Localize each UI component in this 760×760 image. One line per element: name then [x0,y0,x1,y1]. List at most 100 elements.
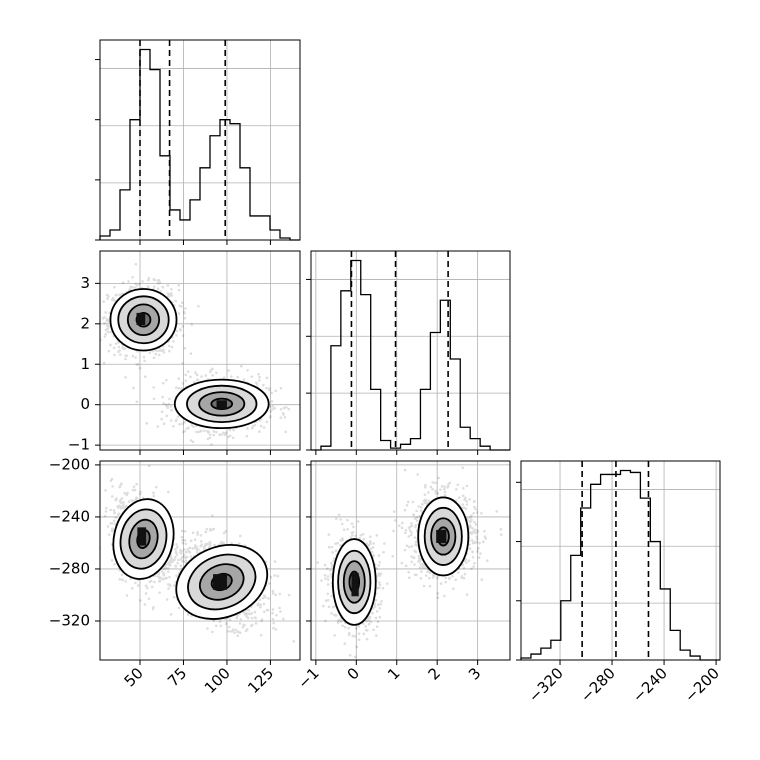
sample-point [154,349,158,352]
sample-point [186,613,190,616]
sample-point [147,597,151,600]
sample-point [157,353,161,357]
sample-point [364,625,367,628]
sample-point [281,412,285,415]
sample-point [374,598,378,602]
sample-point [259,633,263,637]
sample-point [160,349,164,353]
sample-point [365,542,368,545]
sample-point [326,578,330,581]
sample-point [200,375,203,378]
sample-point [222,541,225,545]
sample-point [123,505,127,509]
sample-point [368,617,372,620]
sample-point [169,555,173,559]
sample-point [124,580,128,583]
sample-point [174,555,177,559]
x-tick-label: 125 [244,664,277,697]
sample-point [239,364,243,368]
sample-point [114,516,118,519]
sample-point [121,281,125,285]
sample-point [167,344,171,348]
sample-point [259,603,262,607]
sample-point [365,619,368,623]
sample-point [82,299,85,302]
sample-point [163,577,167,580]
sample-point [105,319,109,323]
sample-point [152,285,156,288]
sample-point [96,334,99,337]
sample-point [265,386,268,390]
sample-point [182,553,186,557]
sample-point [257,379,261,382]
sample-point [135,400,139,404]
sample-point [109,479,113,483]
sample-point [110,529,114,533]
sample-point [182,310,186,314]
sample-point [349,536,352,539]
y-tick-label: 0 [80,395,90,413]
sample-point [181,325,184,328]
sample-point [169,559,172,563]
sample-point [189,352,193,355]
sample-point [176,415,180,419]
sample-point [118,293,121,296]
sample-point [228,434,232,438]
sample-point [141,280,144,283]
sample-point [323,563,327,567]
sample-point [339,619,343,623]
sample-point [104,506,108,510]
sample-point [212,619,216,623]
contour-line [198,391,246,417]
sample-point [247,612,251,616]
sample-point [105,317,109,321]
sample-point [333,557,336,560]
sample-point [144,584,148,588]
sample-point [179,551,182,554]
sample-point [161,285,165,289]
sample-point [125,493,129,497]
sample-point [208,433,212,436]
sample-point [339,539,343,542]
sample-point [227,435,230,439]
sample-point [352,525,355,529]
sample-point [184,559,188,563]
sample-point [408,576,411,579]
sample-point [212,433,215,437]
sample-point [177,312,181,315]
sample-point [181,555,184,559]
sample-point [258,603,261,606]
sample-point [471,550,474,554]
sample-point [124,354,127,357]
contour-line [198,563,245,601]
sample-point [249,624,253,628]
sample-point [326,567,329,570]
sample-point [258,430,261,433]
sample-point [379,602,383,606]
sample-point [131,488,135,492]
sample-point [113,562,116,566]
sample-point [211,528,215,531]
sample-point [285,406,288,409]
sample-point [250,616,254,620]
sample-point [199,544,202,548]
sample-point [357,638,361,642]
sample-point [206,542,210,546]
sample-point [121,346,125,350]
sample-point [257,372,260,376]
sample-point [194,544,197,547]
sample-point [199,429,203,433]
sample-point [138,366,142,370]
sample-point [378,581,381,584]
panel-frame [99,460,301,661]
sample-point [113,353,116,357]
sample-point [200,543,204,546]
sample-point [269,414,272,418]
sample-point [415,544,418,547]
sample-point [264,595,267,599]
sample-point [245,628,249,631]
sample-point [168,560,171,564]
sample-point [282,617,285,621]
sample-point [256,602,260,606]
sample-point [227,630,230,633]
